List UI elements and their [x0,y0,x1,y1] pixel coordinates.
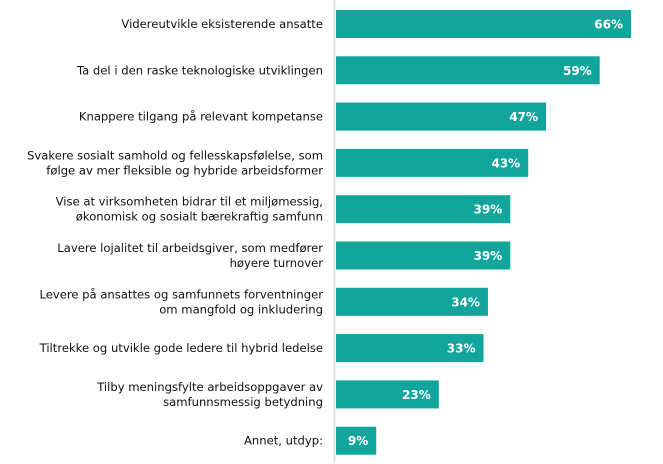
category-label: Tiltrekke og utvikle gode ledere til hyb… [39,341,323,355]
category-label: følge av mer fleksible og hybride arbeid… [46,163,323,177]
category-label: Tilby meningsfylte arbeidsoppgaver av [96,380,323,394]
data-label: 39% [474,203,503,217]
bar [336,102,547,131]
data-label: 39% [474,249,503,263]
bar [336,426,377,455]
category-label: høyere turnover [230,256,324,270]
category-label: Annet, utdyp: [244,434,323,448]
data-label: 33% [447,342,476,356]
bar [336,380,439,409]
bar [336,195,511,224]
bar [336,10,631,38]
data-label: 59% [563,64,592,78]
category-label: om mangfold og inkludering [159,302,323,316]
category-label: Ta del i den raske teknologiske utviklin… [76,63,323,77]
data-label: 9% [348,434,368,448]
data-label: 66% [594,18,623,32]
category-label: Svakere sosialt samhold og fellesskapsfø… [27,148,323,162]
bar [336,148,529,177]
category-label: Levere på ansattes og samfunnets forvent… [39,287,323,301]
data-label: 47% [509,110,538,124]
bar [336,334,484,363]
bar [336,287,488,316]
category-label: samfunnsmessig betydning [163,395,323,409]
bar [336,241,511,270]
category-label: Lavere lojalitet til arbeidsgiver, som m… [57,241,323,255]
category-label: økonomisk og sosialt bærekraftig samfunn [76,210,323,224]
category-label: Videreutvikle eksisterende ansatte [121,17,323,31]
data-label: 34% [451,295,480,309]
category-label: Knappere tilgang på relevant kompetanse [79,110,323,124]
bar [336,56,600,85]
data-label: 43% [491,156,520,170]
category-label: Vise at virksomheten bidrar til et miljø… [56,195,323,209]
data-label: 23% [402,388,431,402]
